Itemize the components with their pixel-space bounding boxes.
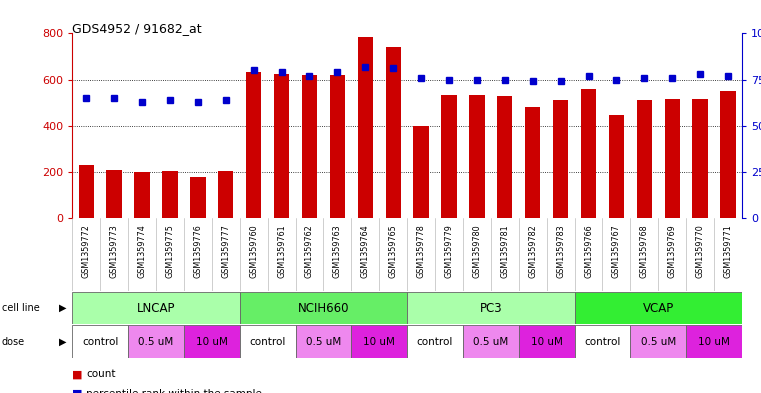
Text: control: control bbox=[250, 336, 286, 347]
Bar bbox=[302, 75, 317, 218]
Text: 0.5 uM: 0.5 uM bbox=[473, 336, 508, 347]
Bar bbox=[525, 107, 540, 218]
Text: GSM1359782: GSM1359782 bbox=[528, 224, 537, 278]
Bar bbox=[630, 325, 686, 358]
Text: 0.5 uM: 0.5 uM bbox=[139, 336, 174, 347]
Text: GSM1359765: GSM1359765 bbox=[389, 224, 398, 278]
Text: GSM1359770: GSM1359770 bbox=[696, 224, 705, 278]
Bar bbox=[470, 95, 485, 218]
Bar bbox=[463, 325, 519, 358]
Bar bbox=[274, 74, 289, 218]
Bar bbox=[128, 325, 184, 358]
Text: GSM1359774: GSM1359774 bbox=[138, 224, 147, 278]
Text: GSM1359773: GSM1359773 bbox=[110, 224, 119, 278]
Text: cell line: cell line bbox=[2, 303, 40, 313]
Text: 0.5 uM: 0.5 uM bbox=[306, 336, 341, 347]
Text: GSM1359764: GSM1359764 bbox=[361, 224, 370, 277]
Bar bbox=[162, 171, 177, 218]
Text: GSM1359766: GSM1359766 bbox=[584, 224, 593, 277]
Bar bbox=[581, 89, 596, 218]
Text: control: control bbox=[584, 336, 621, 347]
Bar bbox=[637, 100, 652, 218]
Text: dose: dose bbox=[2, 336, 24, 347]
Bar bbox=[78, 165, 94, 218]
Bar bbox=[218, 171, 234, 218]
Bar bbox=[407, 292, 575, 324]
Bar bbox=[72, 325, 128, 358]
Bar bbox=[246, 72, 261, 218]
Text: GSM1359783: GSM1359783 bbox=[556, 224, 565, 277]
Text: ■: ■ bbox=[72, 389, 83, 393]
Bar bbox=[72, 292, 240, 324]
Text: count: count bbox=[86, 369, 116, 379]
Text: LNCAP: LNCAP bbox=[137, 301, 175, 315]
Bar bbox=[664, 99, 680, 218]
Text: 10 uM: 10 uM bbox=[698, 336, 730, 347]
Text: ■: ■ bbox=[72, 369, 83, 379]
Text: percentile rank within the sample: percentile rank within the sample bbox=[86, 389, 262, 393]
Bar bbox=[358, 37, 373, 218]
Bar bbox=[107, 170, 122, 218]
Text: GSM1359777: GSM1359777 bbox=[221, 224, 231, 278]
Bar bbox=[497, 96, 512, 218]
Bar bbox=[352, 325, 407, 358]
Text: GSM1359778: GSM1359778 bbox=[416, 224, 425, 278]
Text: VCAP: VCAP bbox=[642, 301, 674, 315]
Text: GSM1359780: GSM1359780 bbox=[473, 224, 482, 277]
Bar bbox=[240, 292, 407, 324]
Text: GSM1359761: GSM1359761 bbox=[277, 224, 286, 277]
Bar bbox=[575, 292, 742, 324]
Bar bbox=[386, 47, 401, 218]
Bar bbox=[721, 91, 736, 218]
Bar bbox=[441, 95, 457, 218]
Text: GSM1359775: GSM1359775 bbox=[165, 224, 174, 278]
Bar bbox=[553, 100, 568, 218]
Text: NCIH660: NCIH660 bbox=[298, 301, 349, 315]
Text: GSM1359776: GSM1359776 bbox=[193, 224, 202, 278]
Bar bbox=[330, 75, 345, 218]
Text: GSM1359768: GSM1359768 bbox=[640, 224, 649, 277]
Text: ▶: ▶ bbox=[59, 336, 66, 347]
Text: control: control bbox=[82, 336, 119, 347]
Text: GSM1359781: GSM1359781 bbox=[500, 224, 509, 277]
Bar bbox=[190, 176, 205, 218]
Text: GDS4952 / 91682_at: GDS4952 / 91682_at bbox=[72, 22, 202, 35]
Bar bbox=[686, 325, 742, 358]
Text: 10 uM: 10 uM bbox=[530, 336, 562, 347]
Text: 10 uM: 10 uM bbox=[363, 336, 395, 347]
Text: GSM1359771: GSM1359771 bbox=[724, 224, 733, 278]
Text: 0.5 uM: 0.5 uM bbox=[641, 336, 676, 347]
Text: PC3: PC3 bbox=[479, 301, 502, 315]
Bar bbox=[240, 325, 295, 358]
Text: GSM1359779: GSM1359779 bbox=[444, 224, 454, 278]
Text: 10 uM: 10 uM bbox=[196, 336, 228, 347]
Bar bbox=[575, 325, 630, 358]
Bar bbox=[407, 325, 463, 358]
Bar bbox=[693, 99, 708, 218]
Bar bbox=[184, 325, 240, 358]
Text: GSM1359772: GSM1359772 bbox=[81, 224, 91, 278]
Bar bbox=[519, 325, 575, 358]
Text: GSM1359763: GSM1359763 bbox=[333, 224, 342, 277]
Text: GSM1359760: GSM1359760 bbox=[249, 224, 258, 277]
Text: ▶: ▶ bbox=[59, 303, 66, 313]
Bar bbox=[413, 126, 428, 218]
Bar bbox=[295, 325, 352, 358]
Bar bbox=[609, 116, 624, 218]
Text: GSM1359762: GSM1359762 bbox=[305, 224, 314, 278]
Text: control: control bbox=[417, 336, 454, 347]
Text: GSM1359769: GSM1359769 bbox=[667, 224, 677, 278]
Text: GSM1359767: GSM1359767 bbox=[612, 224, 621, 278]
Bar bbox=[135, 172, 150, 218]
